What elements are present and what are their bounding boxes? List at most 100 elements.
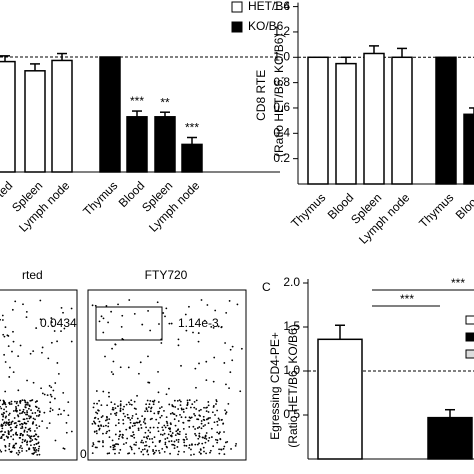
flow-dot — [205, 379, 208, 382]
flow-dot — [29, 427, 31, 430]
flow-dot — [97, 417, 100, 420]
flow-dot — [168, 440, 170, 443]
flow-dot — [20, 427, 22, 430]
flow-dot — [173, 447, 176, 450]
flow-dot — [110, 310, 113, 313]
flow-dot — [154, 445, 157, 448]
flow-dot — [108, 436, 111, 439]
flow-dot — [97, 409, 100, 412]
flow-dot — [142, 453, 145, 456]
flow-dot — [22, 303, 24, 306]
flow-dot — [203, 419, 206, 421]
flow-dot — [96, 402, 98, 405]
flow-dot — [125, 403, 128, 406]
flow-dot — [26, 434, 29, 436]
flow-dot — [135, 441, 138, 444]
flow-dot — [129, 421, 132, 424]
flow-dot — [3, 408, 5, 411]
flow-dot — [199, 408, 202, 411]
flow-dot — [28, 448, 31, 450]
flow-dot — [98, 420, 101, 423]
flow-dot — [222, 422, 225, 425]
flow-dot — [223, 431, 225, 433]
flow-dot — [149, 410, 152, 413]
flow-dot — [49, 410, 52, 413]
flow-dot — [203, 406, 205, 409]
flow-dot — [163, 432, 166, 435]
flow-dot — [104, 355, 106, 358]
flow-dot — [105, 424, 107, 427]
flow-dot — [157, 430, 160, 433]
flow-dot — [152, 403, 155, 406]
flow-dot — [91, 445, 94, 448]
flow-dot — [219, 438, 222, 441]
flow-dot — [147, 406, 150, 408]
flow-dot — [35, 451, 37, 453]
flow-dot — [134, 422, 136, 425]
flow-dot — [194, 414, 196, 417]
flow-dot — [0, 430, 3, 433]
flow-dot — [191, 443, 193, 446]
flow-dot — [188, 399, 191, 401]
y-axis-label: (Ratio HET/B6, KO/B6) — [272, 34, 286, 157]
flow-dot — [105, 305, 108, 307]
flow-dot — [0, 449, 2, 452]
flow-dot — [200, 422, 203, 425]
flow-dot — [56, 362, 59, 364]
flow-dot — [217, 325, 220, 328]
flow-dot — [187, 419, 190, 422]
flow-dot — [150, 406, 153, 409]
flow-dot — [47, 357, 50, 360]
flow-dot — [35, 442, 38, 445]
flow-dot — [157, 410, 160, 413]
flow-dot — [188, 444, 191, 447]
flow-dot — [108, 452, 111, 455]
flow-dot — [144, 444, 146, 447]
flow-dot — [133, 312, 136, 315]
flow-dot — [200, 299, 203, 301]
flow-dot — [148, 445, 151, 448]
flow-dot — [126, 413, 129, 416]
flow-dot — [12, 371, 15, 374]
flow-dot — [38, 410, 41, 413]
legend-swatch — [465, 315, 474, 325]
flow-dot — [27, 407, 30, 410]
flow-dot — [35, 438, 38, 441]
flow-dot — [105, 432, 108, 435]
flow-dot — [188, 416, 191, 419]
flow-dot — [230, 448, 232, 450]
flow-dot — [8, 431, 10, 433]
flow-dot — [100, 315, 103, 318]
flow-dot — [134, 444, 137, 446]
flow-dot — [0, 437, 3, 439]
flow-dot — [176, 429, 179, 432]
flow-dot — [212, 326, 215, 329]
flow-dot — [13, 417, 16, 419]
flow-dot — [1, 434, 4, 436]
flow-dot — [231, 345, 234, 348]
legend-swatch — [231, 21, 243, 33]
flow-dot — [149, 329, 152, 332]
bar — [181, 143, 203, 173]
flow-dot — [216, 439, 219, 442]
flow-dot — [205, 438, 208, 440]
flow-dot — [189, 406, 192, 409]
flow-dot — [0, 405, 1, 408]
flow-dot — [114, 424, 117, 427]
flow-dot — [49, 393, 52, 396]
flow-dot — [51, 325, 54, 328]
flow-dot — [221, 418, 223, 421]
flow-dot — [197, 437, 200, 440]
y-tick-label: 0.6 — [273, 100, 290, 114]
flow-dot — [62, 447, 65, 450]
flow-dot — [146, 399, 149, 402]
flow-dot — [91, 423, 94, 425]
flow-dot — [15, 409, 17, 411]
flow-dot — [1, 418, 4, 421]
flow-dot — [54, 439, 57, 442]
flow-dot — [5, 410, 8, 413]
flow-dot — [158, 323, 160, 325]
flow-dot — [10, 403, 13, 405]
flow-dot — [203, 319, 206, 322]
flow-dot — [32, 453, 35, 455]
